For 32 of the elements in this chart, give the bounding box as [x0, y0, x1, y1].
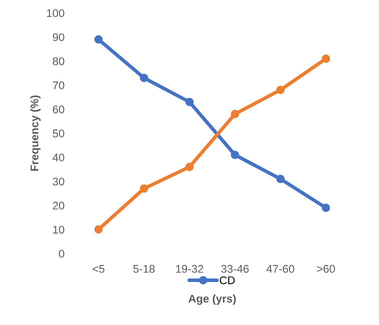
y-tick-label: 40 — [52, 154, 64, 162]
y-tick-label: 90 — [52, 33, 64, 42]
point — [322, 204, 330, 212]
x-tick-label: 19-32 — [176, 264, 204, 273]
point — [276, 86, 285, 94]
legend-label: CD — [220, 276, 235, 284]
point — [140, 74, 148, 82]
y-tick-label: 70 — [52, 81, 64, 90]
y-tick-label: 50 — [52, 130, 64, 138]
point — [276, 174, 285, 184]
x-axis-title: Age (yrs) — [188, 294, 236, 305]
x-tick-label: <5 — [92, 265, 104, 273]
point — [94, 35, 103, 44]
y-tick-label: 30 — [52, 178, 64, 186]
y-tick-label: 0 — [58, 250, 64, 258]
point — [140, 184, 148, 193]
x-tick-label: 47-60 — [266, 264, 294, 273]
y-tick-label: 80 — [52, 57, 64, 66]
x-tick-label: 33-46 — [221, 264, 249, 273]
y-tick-label: 10 — [53, 226, 64, 234]
point — [230, 110, 240, 118]
y-tick-label: 100 — [47, 9, 64, 18]
point — [185, 162, 194, 172]
x-tick-label: 5-18 — [133, 264, 155, 273]
point — [185, 98, 194, 106]
y-tick-label: 20 — [52, 202, 64, 210]
x-tick-label: >60 — [317, 264, 335, 273]
point — [230, 150, 240, 160]
y-axis-title: Frequency (%) — [30, 96, 41, 171]
point — [322, 54, 330, 63]
y-tick-label: 60 — [52, 105, 64, 114]
point — [94, 225, 103, 234]
